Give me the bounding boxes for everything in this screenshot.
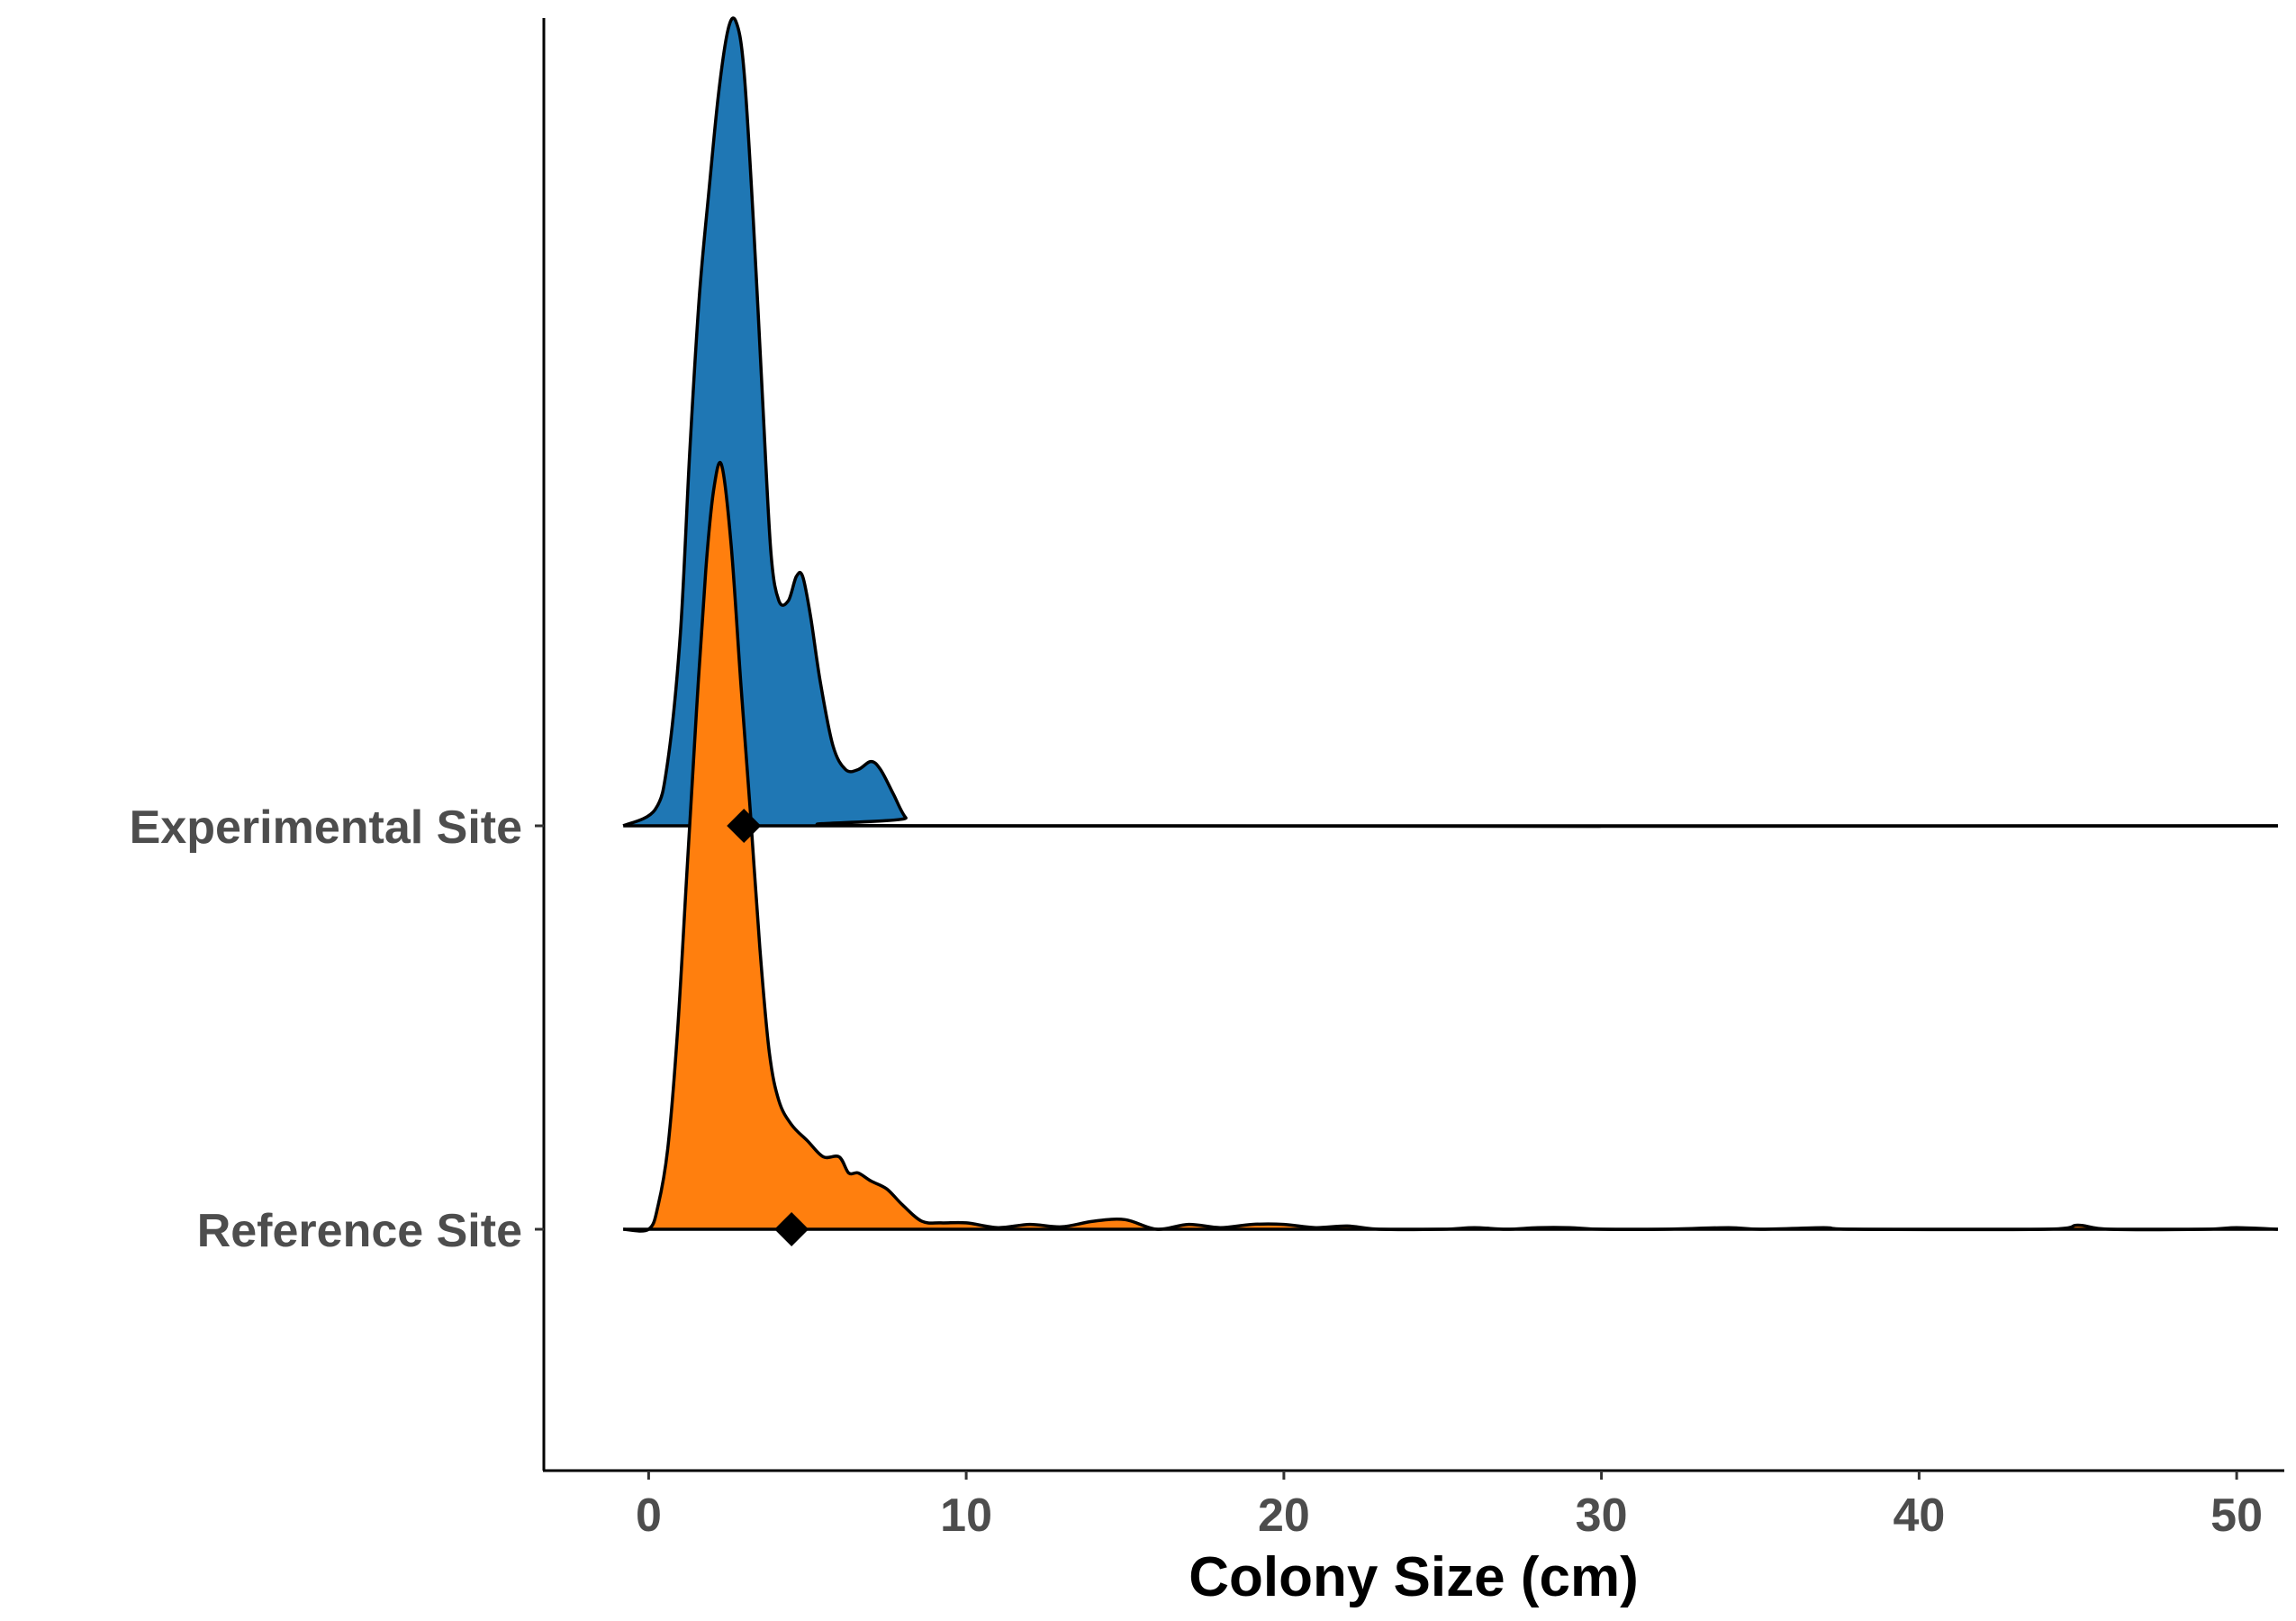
- x-tick-label-30: 30: [1576, 1490, 1628, 1542]
- x-axis-title: Colony Size (cm): [1189, 1546, 1639, 1608]
- y-ticks-layer: Experimental Site Reference Site: [130, 801, 544, 1257]
- ridges-layer: [622, 16, 2278, 1233]
- reference-site-density-outline: [623, 460, 2278, 1233]
- experimental-site-density-fill: [623, 18, 2278, 827]
- y-tick-label-experimental-site: Experimental Site: [130, 801, 522, 854]
- reference-site-mean-marker: [774, 1212, 809, 1246]
- reference-site-density-fill: [623, 462, 2278, 1231]
- x-ticks-layer: 0 10 20 30 40 50: [636, 1471, 2263, 1542]
- mean-markers-layer: [727, 809, 809, 1246]
- x-tick-label-40: 40: [1893, 1490, 1945, 1542]
- x-tick-label-50: 50: [2210, 1490, 2263, 1542]
- x-tick-label-0: 0: [636, 1490, 662, 1542]
- x-tick-label-10: 10: [940, 1490, 992, 1542]
- y-tick-label-reference-site: Reference Site: [197, 1205, 522, 1257]
- experimental-site-density-outline: [622, 16, 2278, 829]
- x-tick-label-20: 20: [1258, 1490, 1310, 1542]
- experimental-site-mean-marker: [727, 809, 762, 843]
